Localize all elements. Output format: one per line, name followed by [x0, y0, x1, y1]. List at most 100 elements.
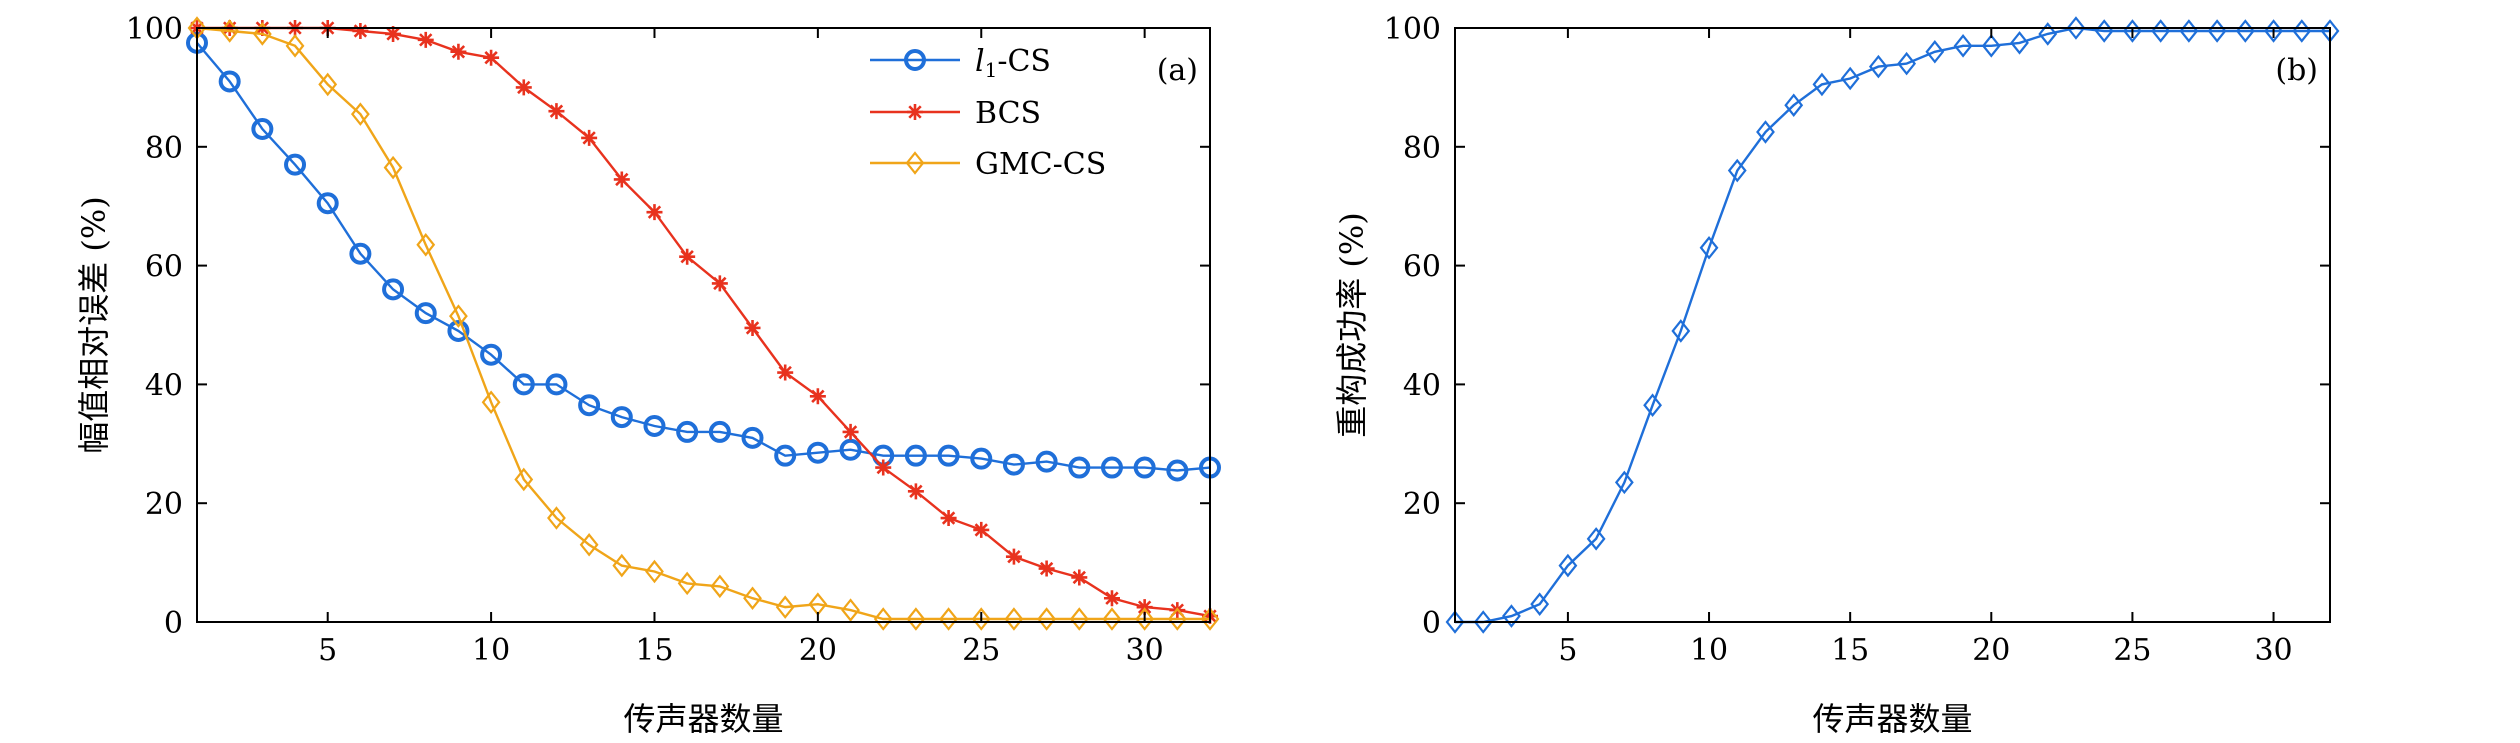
data-point: [1136, 599, 1153, 616]
data-point: [1473, 610, 1493, 634]
y-axis-title: 幅值相对误差 (%): [75, 196, 113, 454]
data-point: [1166, 459, 1189, 482]
data-point: [646, 204, 663, 221]
data-point: [937, 444, 960, 467]
data-point: [971, 607, 991, 631]
y-tick-label: 80: [1403, 131, 1441, 166]
data-point: [1103, 590, 1120, 607]
data-point: [414, 302, 437, 325]
legend-label: l1-CS: [975, 44, 1051, 82]
y-tick-label: 60: [1403, 250, 1441, 285]
data-point: [973, 521, 990, 538]
data-point: [610, 406, 633, 429]
data-point: [352, 22, 369, 39]
data-point: [1586, 527, 1606, 551]
y-tick-label: 0: [164, 606, 183, 641]
x-tick-label: 20: [799, 633, 837, 668]
data-point: [774, 444, 797, 467]
data-point: [710, 574, 730, 599]
data-point: [841, 598, 860, 622]
data-point: [1135, 607, 1155, 631]
data-point: [676, 420, 699, 443]
data-point: [775, 595, 795, 619]
data-point: [643, 414, 666, 437]
data-point: [645, 559, 664, 584]
x-tick-label: 10: [1690, 633, 1728, 668]
x-tick-label: 30: [1126, 633, 1164, 668]
data-point: [382, 278, 405, 301]
x-tick-label: 10: [472, 633, 510, 668]
data-point: [744, 319, 761, 336]
data-point: [1004, 607, 1024, 631]
x-tick-label: 15: [635, 633, 673, 668]
x-axis-title: 传声器数量: [1812, 700, 1972, 738]
x-tick-label: 30: [2254, 633, 2292, 668]
data-point: [711, 275, 728, 292]
data-point: [547, 506, 566, 530]
data-point: [904, 444, 927, 467]
legend-marker: [904, 49, 926, 71]
x-tick-label: 25: [962, 633, 1000, 668]
data-point: [285, 34, 305, 58]
data-point: [2038, 22, 2058, 46]
data-point: [873, 607, 893, 631]
legend-marker: [907, 104, 923, 120]
y-tick-label: 20: [1403, 487, 1441, 522]
data-point: [251, 117, 274, 140]
data-point: [1643, 393, 1662, 417]
panel-label: (b): [2275, 53, 2318, 88]
data-point: [578, 394, 601, 417]
data-point: [1840, 66, 1860, 91]
legend-label: BCS: [975, 96, 1041, 131]
x-tick-label: 5: [1558, 633, 1577, 668]
legend: l1-CS BCS GMC-CS: [870, 44, 1106, 182]
data-point: [806, 441, 829, 464]
y-tick-label: 0: [1422, 606, 1441, 641]
data-point: [906, 607, 926, 631]
data-point: [1558, 553, 1578, 578]
y-tick-label: 100: [126, 12, 183, 47]
panel-a: 5 10 15 20 25 30 0 20 40 60 80 100 传声器数量 幅值相对误差 (%) (a…: [75, 12, 1221, 738]
data-point: [512, 373, 535, 396]
data-point: [349, 242, 372, 265]
data-point: [875, 459, 892, 476]
panel-label: (a): [1157, 53, 1198, 88]
data-point: [416, 233, 436, 257]
data-point: [1953, 34, 1973, 58]
data-point: [1784, 93, 1804, 117]
y-tick-label: 80: [145, 131, 183, 166]
panel-b: 5 10 15 20 25 30 0 20 40 60 80 100 传声器数量 重构成功率 (%) (b): [1333, 12, 2340, 738]
legend-marker: [905, 151, 925, 175]
data-point: [514, 467, 534, 492]
series-line: [196, 42, 1211, 472]
x-axis-title: 传声器数量: [623, 700, 783, 738]
series-line: [196, 26, 1210, 621]
data-point: [1614, 470, 1634, 495]
data-point: [480, 343, 503, 366]
y-axis-title: 重构成功率 (%): [1333, 212, 1371, 438]
data-point: [1868, 54, 1888, 79]
data-point: [1671, 319, 1691, 343]
data-point: [907, 483, 924, 500]
data-point: [350, 102, 370, 126]
y-tick-label: 40: [145, 368, 183, 403]
data-point: [743, 586, 762, 611]
data-point: [284, 153, 307, 176]
data-point: [218, 70, 241, 93]
data-point: [1102, 607, 1122, 631]
data-point: [1037, 607, 1057, 631]
data-point: [1756, 120, 1775, 144]
data-point: [1981, 34, 2001, 58]
x-tick-label: 25: [2113, 633, 2151, 668]
data-point: [1200, 607, 1220, 631]
data-point: [1100, 456, 1123, 479]
data-point: [708, 420, 731, 443]
data-point: [1727, 158, 1747, 183]
y-tick-label: 40: [1403, 368, 1441, 403]
data-point: [970, 447, 993, 470]
data-point: [1133, 456, 1156, 479]
data-point: [809, 388, 826, 405]
data-point: [1035, 450, 1058, 473]
